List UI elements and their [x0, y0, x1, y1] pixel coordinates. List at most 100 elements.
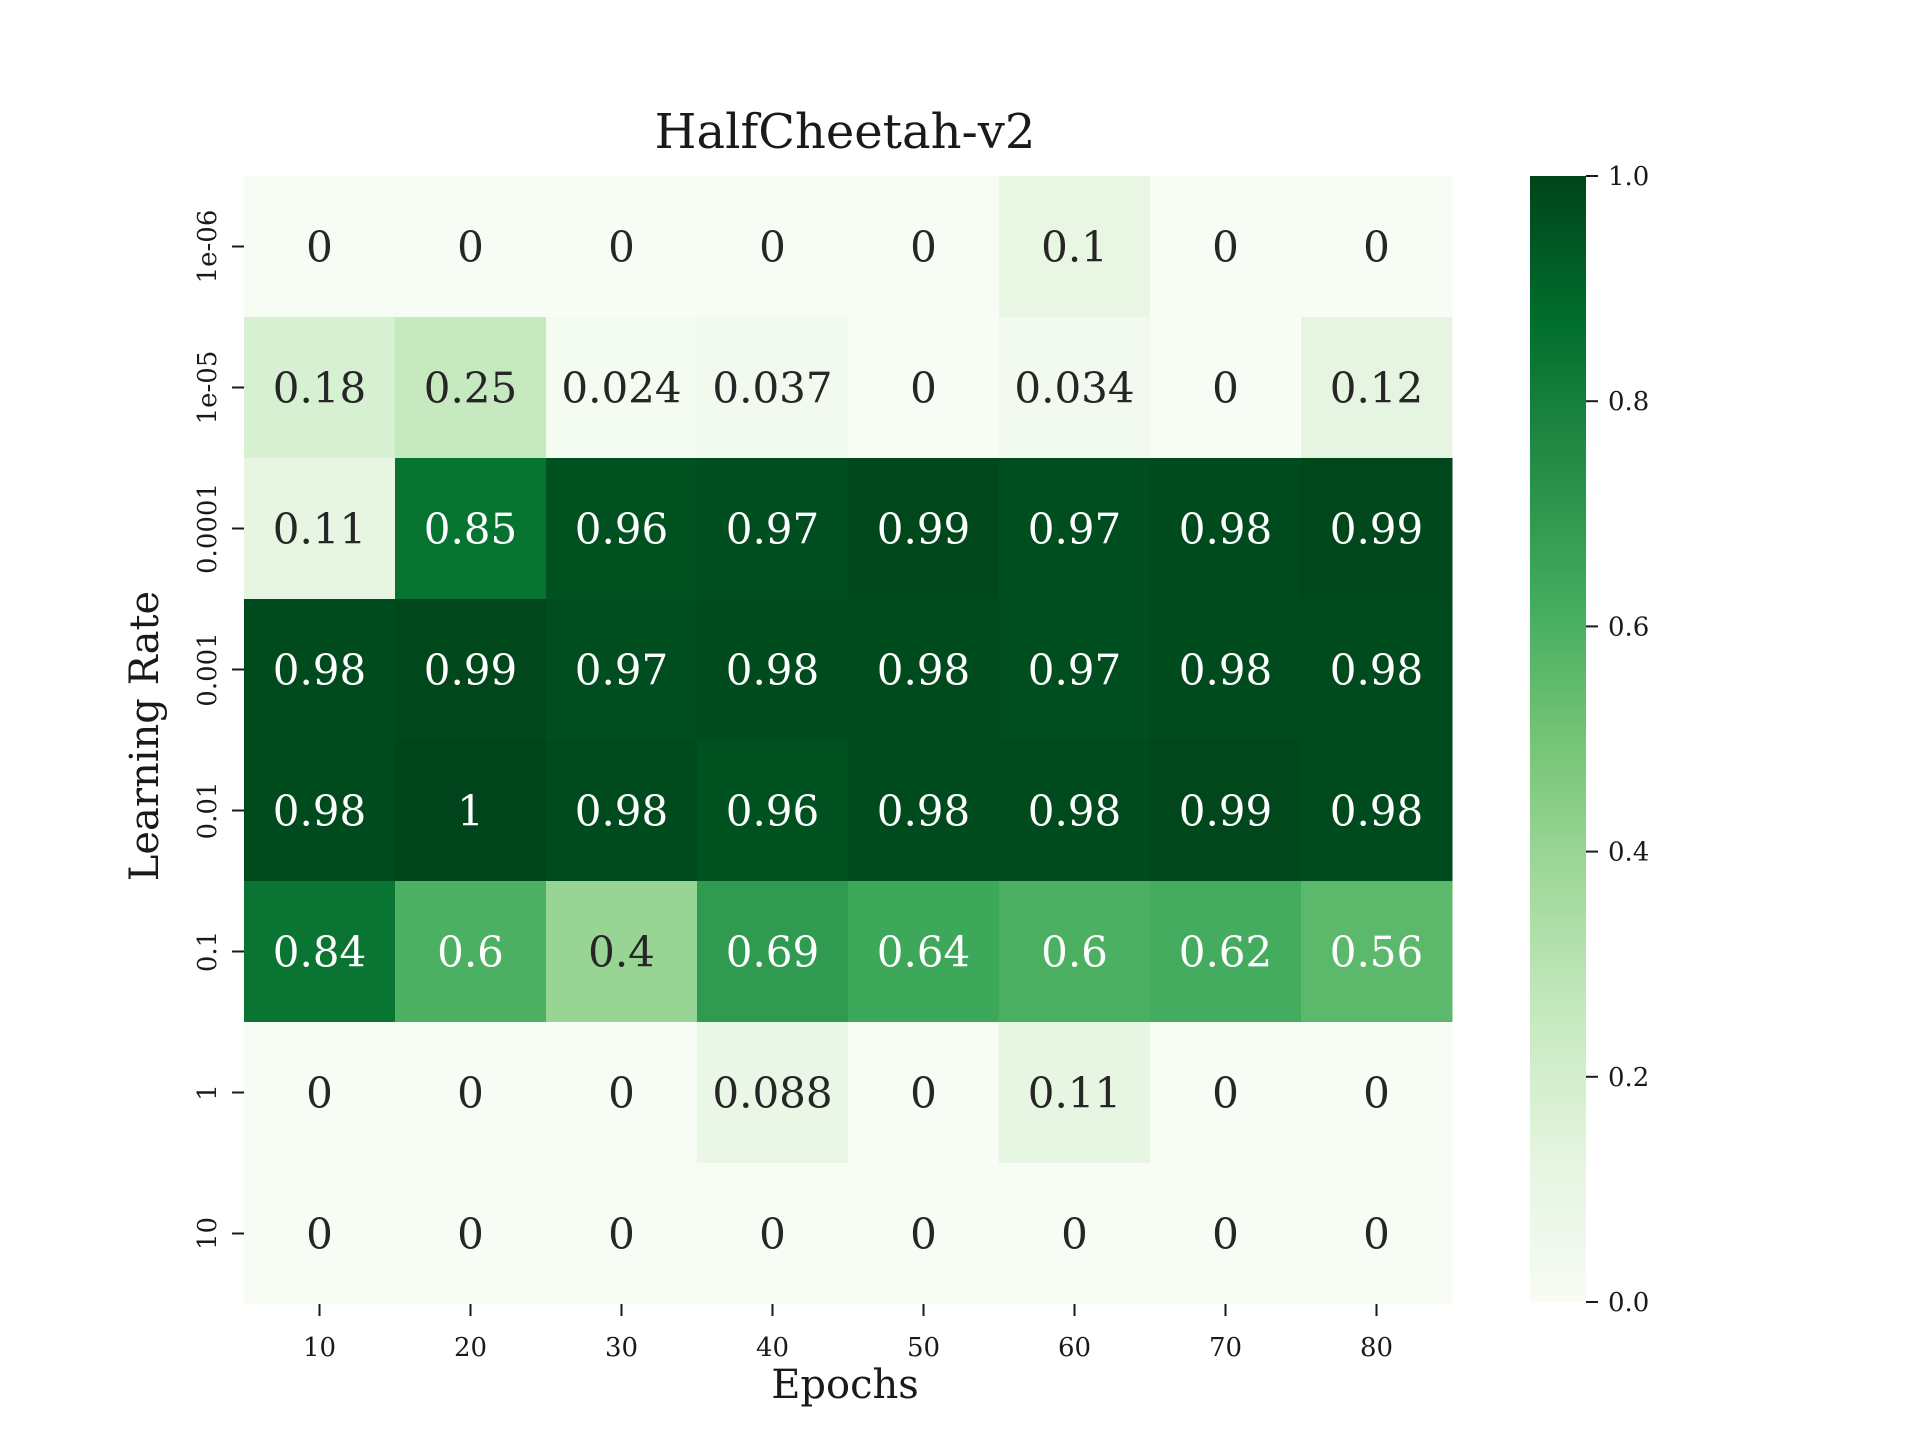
heatmap-cell-label: 0: [1212, 1069, 1239, 1118]
heatmap-cell: [1301, 881, 1453, 1023]
x-tick-label: 40: [756, 1333, 789, 1363]
heatmap-cell: [546, 881, 698, 1023]
x-axis-label: Epochs: [771, 1362, 919, 1408]
x-tick-label: 50: [907, 1333, 940, 1363]
heatmap-cell-label: 0: [608, 1069, 635, 1118]
heatmap-cell: [546, 317, 698, 459]
heatmap-cell-label: 0.98: [1179, 505, 1273, 554]
heatmap-cell: [999, 458, 1151, 600]
heatmap-cell: [999, 317, 1151, 459]
heatmap-cell-label: 0.98: [273, 646, 367, 695]
heatmap-cell: [999, 740, 1151, 882]
heatmap-cell-label: 0.98: [1179, 646, 1273, 695]
x-tick-label: 10: [303, 1333, 336, 1363]
heatmap-cell: [244, 599, 396, 741]
heatmap-cell-label: 0.98: [1330, 646, 1424, 695]
heatmap-cell-label: 0.99: [424, 646, 518, 695]
heatmap-cell-label: 0: [1061, 1210, 1088, 1259]
heatmap-cell: [848, 458, 1000, 600]
heatmap-cell-label: 0.98: [273, 787, 367, 836]
heatmap-cell-label: 0.11: [1028, 1069, 1122, 1118]
heatmap-cell-label: 0: [910, 223, 937, 272]
heatmap-cell: [244, 1163, 396, 1305]
heatmap-cell-label: 0.97: [1028, 646, 1122, 695]
heatmap-cell-label: 0.97: [726, 505, 820, 554]
heatmap-cell-label: 0.56: [1330, 928, 1424, 977]
heatmap-cell: [244, 176, 396, 318]
heatmap-cell-label: 0.69: [726, 928, 820, 977]
heatmap-cell: [395, 740, 547, 882]
heatmap-cell: [848, 176, 1000, 318]
heatmap-cell-label: 0: [1212, 364, 1239, 413]
heatmap-cell-label: 0.85: [424, 505, 518, 554]
y-tick-label: 1e-05: [193, 351, 223, 425]
heatmap-cell: [1150, 1163, 1302, 1305]
heatmap-cell-label: 0.96: [575, 505, 669, 554]
heatmap-cell: [1150, 317, 1302, 459]
heatmap-cell-label: 0.6: [1041, 928, 1108, 977]
chart-title: HalfCheetah-v2: [655, 104, 1036, 160]
heatmap-cell: [244, 1022, 396, 1164]
heatmap-cell-label: 0: [306, 223, 333, 272]
heatmap-cell-label: 0.1: [1041, 223, 1108, 272]
colorbar-tick-label: 0.0: [1608, 1288, 1649, 1318]
y-tick-label: 0.001: [193, 632, 223, 706]
heatmap-cell: [697, 176, 849, 318]
heatmap-cell: [848, 881, 1000, 1023]
heatmap-cell: [1150, 1022, 1302, 1164]
colorbar-tick-label: 0.2: [1608, 1063, 1649, 1093]
heatmap-cell: [546, 740, 698, 882]
heatmap-cell-label: 0.98: [877, 787, 971, 836]
heatmap-cell-label: 0.088: [712, 1069, 832, 1118]
heatmap-cell: [999, 1163, 1151, 1305]
heatmap-cell-label: 0.99: [1179, 787, 1273, 836]
heatmap-cell: [999, 881, 1151, 1023]
y-tick-label: 1: [193, 1084, 223, 1101]
heatmap-cell-label: 0.4: [588, 928, 655, 977]
heatmap-cell-label: 0: [608, 223, 635, 272]
heatmap-cell: [395, 881, 547, 1023]
heatmap-cell: [1301, 1163, 1453, 1305]
heatmap-cell: [1301, 599, 1453, 741]
heatmap-cell-label: 0.98: [726, 646, 820, 695]
heatmap-cell-label: 0.034: [1014, 364, 1134, 413]
heatmap-cell-label: 1: [457, 787, 484, 836]
heatmap-cell: [395, 458, 547, 600]
heatmap-cell: [1150, 881, 1302, 1023]
y-tick-label: 1e-06: [193, 210, 223, 284]
heatmap-cell: [848, 1022, 1000, 1164]
heatmap-cell: [697, 317, 849, 459]
heatmap-cell-label: 0: [306, 1069, 333, 1118]
heatmap-cell: [546, 176, 698, 318]
heatmap-cell-label: 0.18: [273, 364, 367, 413]
y-tick-label: 0.01: [193, 782, 223, 840]
x-tick-label: 30: [605, 1333, 638, 1363]
heatmap-cell: [244, 881, 396, 1023]
heatmap-cell-label: 0: [457, 1069, 484, 1118]
heatmap-cell: [546, 458, 698, 600]
heatmap-cell-label: 0: [910, 364, 937, 413]
heatmap-cell: [848, 317, 1000, 459]
heatmap-cell-label: 0: [1363, 223, 1390, 272]
heatmap-cell-label: 0: [1363, 1210, 1390, 1259]
heatmap-cell-label: 0.037: [712, 364, 832, 413]
heatmap-cell-label: 0: [910, 1210, 937, 1259]
heatmap-cell-label: 0: [457, 1210, 484, 1259]
heatmap-cell: [546, 1163, 698, 1305]
x-tick-label: 70: [1209, 1333, 1242, 1363]
heatmap-cell: [546, 1022, 698, 1164]
heatmap-cell-label: 0.98: [1330, 787, 1424, 836]
heatmap-cell-label: 0.99: [877, 505, 971, 554]
heatmap-cell-label: 0.98: [1028, 787, 1122, 836]
colorbar-tick-label: 1.0: [1608, 162, 1649, 192]
heatmap-cell-label: 0: [457, 223, 484, 272]
y-axis-ticks: 1e-06 1e-05 0.0001 0.001 0.01 0.1 1 10: [193, 210, 244, 1250]
heatmap-cell: [395, 1022, 547, 1164]
heatmap-cell-label: 0.25: [424, 364, 518, 413]
x-tick-label: 60: [1058, 1333, 1091, 1363]
heatmap-cell: [697, 1163, 849, 1305]
heatmap-cell: [244, 317, 396, 459]
x-axis-ticks: 10 20 30 40 50 60 70 80: [303, 1304, 1393, 1363]
heatmap-cell: [1150, 740, 1302, 882]
